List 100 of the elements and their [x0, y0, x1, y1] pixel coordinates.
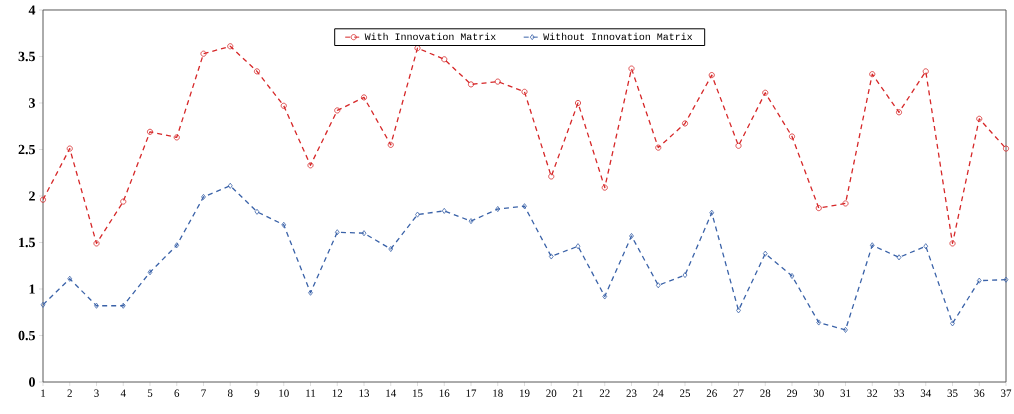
- point: [201, 193, 206, 200]
- point: [173, 134, 180, 141]
- point: [575, 243, 581, 250]
- point: [628, 65, 635, 72]
- point: [521, 88, 528, 95]
- x-tick-label: 3: [94, 389, 99, 397]
- point: [441, 56, 448, 63]
- y-tick-label: 2.5: [18, 144, 35, 155]
- x-tick-label: 28: [760, 389, 771, 397]
- x-tick-label: 19: [519, 389, 530, 397]
- point: [495, 206, 501, 213]
- x-tick-label: 6: [174, 389, 180, 397]
- x-tick-label: 13: [359, 389, 370, 397]
- point: [709, 209, 715, 216]
- x-tick-label: 27: [733, 389, 744, 397]
- point: [896, 109, 903, 116]
- x-tick-label: 10: [279, 389, 289, 397]
- point: [708, 72, 715, 79]
- point: [40, 301, 46, 308]
- point: [387, 141, 394, 148]
- x-tick-label: 31: [840, 389, 851, 397]
- point: [869, 71, 876, 78]
- x-tick-label: 26: [706, 389, 717, 397]
- x-tick-label: 25: [680, 389, 691, 397]
- point: [308, 289, 313, 296]
- point: [762, 89, 769, 96]
- point: [548, 173, 555, 180]
- x-tick-label: 37: [1001, 389, 1012, 397]
- y-tick-label: 0.5: [18, 330, 35, 341]
- x-tick-label: 34: [920, 389, 932, 397]
- point: [227, 43, 234, 50]
- point: [655, 144, 662, 151]
- y-tick-label: 3: [29, 98, 35, 108]
- x-tick-label: 14: [386, 389, 397, 397]
- y-tick-label: 1.5: [19, 237, 35, 248]
- x-tick-label: 8: [227, 389, 233, 397]
- point: [280, 102, 287, 109]
- point: [842, 200, 849, 207]
- point: [575, 100, 582, 106]
- x-tick-label: 29: [787, 389, 798, 397]
- point: [735, 142, 742, 149]
- point: [40, 196, 46, 203]
- point: [415, 211, 420, 218]
- point: [922, 68, 929, 75]
- point: [869, 242, 875, 249]
- point: [629, 232, 634, 239]
- point: [949, 240, 956, 247]
- point: [976, 115, 983, 122]
- point: [655, 282, 661, 289]
- point: [174, 242, 180, 249]
- point: [414, 45, 421, 52]
- x-tick-label: 7: [201, 389, 206, 397]
- x-tick-label: 32: [867, 389, 878, 397]
- x-tick-label: 23: [626, 389, 637, 397]
- x-tick-label: 22: [599, 389, 610, 397]
- x-tick-label: 11: [306, 389, 316, 397]
- point: [334, 107, 341, 114]
- point: [361, 230, 367, 237]
- point: [976, 277, 982, 284]
- point: [227, 182, 233, 189]
- point: [789, 272, 795, 279]
- x-tick-label: 17: [466, 389, 477, 397]
- point: [254, 208, 260, 215]
- x-tick-label: 5: [147, 389, 153, 397]
- point: [254, 68, 260, 75]
- legend-label: With Innovation Matrix: [364, 32, 496, 41]
- point: [923, 243, 929, 250]
- x-tick-label: 9: [254, 389, 260, 397]
- point: [548, 253, 554, 260]
- point: [896, 254, 902, 261]
- point: [361, 94, 367, 101]
- point: [307, 162, 314, 169]
- x-tick-label: 2: [67, 389, 72, 397]
- point: [762, 250, 768, 257]
- point: [843, 326, 848, 333]
- y-tick-label: 2: [29, 191, 35, 201]
- y-tick-label: 3.5: [18, 51, 35, 62]
- point: [816, 319, 822, 326]
- x-tick-label: 20: [546, 389, 557, 397]
- x-tick-label: 36: [974, 389, 985, 397]
- point: [120, 198, 127, 205]
- x-tick-label: 12: [332, 389, 343, 397]
- x-tick-label: 33: [894, 389, 905, 397]
- point: [736, 307, 741, 314]
- y-tick-label: 1: [29, 284, 35, 294]
- point: [388, 246, 394, 253]
- point: [602, 293, 608, 300]
- point: [334, 229, 340, 236]
- point: [94, 302, 99, 309]
- point: [494, 78, 501, 85]
- point: [682, 120, 689, 127]
- point: [1003, 276, 1009, 283]
- point: [200, 50, 207, 57]
- y-tick-label: 4: [28, 5, 36, 15]
- point: [67, 275, 73, 282]
- point: [468, 218, 474, 225]
- point: [468, 81, 475, 88]
- point: [789, 133, 796, 140]
- y-tick-label: 0: [29, 377, 35, 387]
- point: [950, 320, 955, 327]
